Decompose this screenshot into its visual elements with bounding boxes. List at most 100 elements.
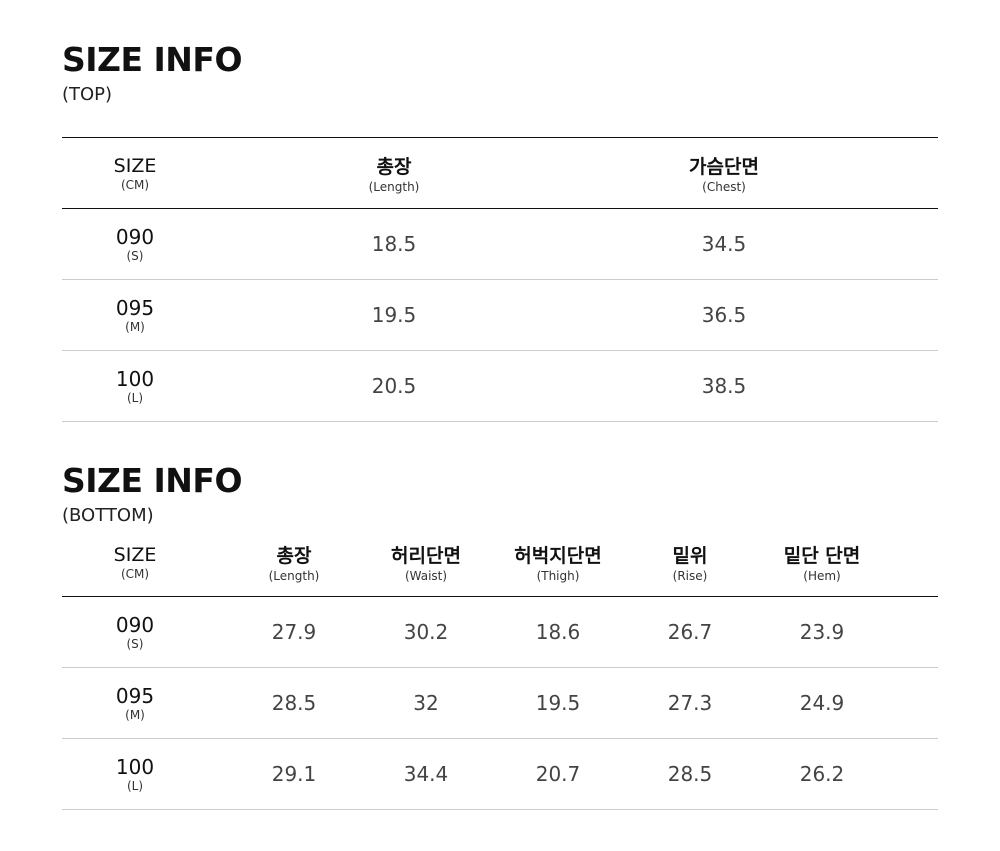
table-row: 100 (L) 20.5 38.5: [62, 351, 938, 422]
value-cell: 34.4: [346, 739, 506, 809]
table-row: 100 (L) 29.1 34.4 20.7 28.5 26.2: [62, 739, 938, 810]
header-sublabel: (CM): [120, 177, 150, 192]
size-code: (S): [126, 636, 144, 651]
header-cell: 총장 (Length): [314, 138, 474, 208]
measurement-value: 23.9: [799, 620, 845, 644]
measurement-value: 26.7: [667, 620, 713, 644]
value-cell: 20.7: [478, 739, 638, 809]
value-cell: 26.7: [610, 597, 770, 667]
header-label: 총장: [376, 156, 412, 178]
measurement-value: 38.5: [701, 374, 747, 398]
size-cell: 100 (L): [55, 351, 215, 421]
header-sublabel: (Length): [368, 180, 420, 194]
measurement-value: 30.2: [403, 620, 449, 644]
measurement-value: 32: [413, 691, 439, 715]
measurement-value: 20.5: [371, 374, 417, 398]
measurement-value: 24.9: [799, 691, 845, 715]
header-label: 허벅지단면: [514, 545, 602, 567]
measurement-value: 18.6: [535, 620, 581, 644]
measurement-value: 27.3: [667, 691, 713, 715]
size-code: (M): [125, 707, 145, 722]
size-cell: 095 (M): [55, 668, 215, 738]
measurement-value: 28.5: [667, 762, 713, 786]
measurement-value: 29.1: [271, 762, 317, 786]
value-cell: 36.5: [644, 280, 804, 350]
measurement-value: 26.2: [799, 762, 845, 786]
value-cell: 32: [346, 668, 506, 738]
value-cell: 19.5: [314, 280, 474, 350]
header-label: SIZE: [113, 543, 157, 566]
measurement-value: 27.9: [271, 620, 317, 644]
table-row: 095 (M) 19.5 36.5: [62, 280, 938, 351]
header-sublabel: (Rise): [672, 569, 708, 583]
size-code: (S): [126, 248, 144, 263]
measurement-value: 20.7: [535, 762, 581, 786]
value-cell: 34.5: [644, 209, 804, 279]
value-cell: 19.5: [478, 668, 638, 738]
measurement-value: 19.5: [535, 691, 581, 715]
value-cell: 29.1: [214, 739, 374, 809]
header-sublabel: (Waist): [404, 569, 448, 583]
size-label: 095: [115, 295, 155, 320]
bottom-subtitle: (BOTTOM): [62, 505, 154, 526]
value-cell: 18.6: [478, 597, 638, 667]
header-label: 밑단 단면: [783, 545, 861, 567]
size-label: 090: [115, 224, 155, 249]
table-header-row: SIZE (CM) 총장 (Length) 허리단면 (Waist) 허벅지단면 (Thigh…: [62, 528, 938, 597]
value-cell: 23.9: [742, 597, 902, 667]
measurement-value: 19.5: [371, 303, 417, 327]
table-row: 090 (S) 18.5 34.5: [62, 209, 938, 280]
bottom-title: SIZE INFO: [62, 461, 243, 500]
value-cell: 18.5: [314, 209, 474, 279]
header-cell: SIZE (CM): [55, 138, 215, 208]
value-cell: 27.3: [610, 668, 770, 738]
header-label: SIZE: [113, 154, 157, 177]
header-label: 가슴단면: [689, 156, 759, 178]
header-label: 밑위: [672, 545, 708, 567]
measurement-value: 36.5: [701, 303, 747, 327]
value-cell: 30.2: [346, 597, 506, 667]
value-cell: 38.5: [644, 351, 804, 421]
size-code: (L): [126, 390, 144, 405]
header-cell: SIZE (CM): [55, 528, 215, 596]
header-sublabel: (Hem): [803, 569, 841, 583]
measurement-value: 34.4: [403, 762, 449, 786]
size-label: 100: [115, 754, 155, 779]
value-cell: 27.9: [214, 597, 374, 667]
table-header-row: SIZE (CM) 총장 (Length) 가슴단면 (Chest): [62, 138, 938, 209]
size-cell: 100 (L): [55, 739, 215, 809]
value-cell: 28.5: [214, 668, 374, 738]
value-cell: 20.5: [314, 351, 474, 421]
header-cell: 밑단 단면 (Hem): [742, 528, 902, 596]
header-cell: 밑위 (Rise): [610, 528, 770, 596]
top-title: SIZE INFO: [62, 40, 243, 79]
header-sublabel: (Length): [268, 569, 320, 583]
value-cell: 24.9: [742, 668, 902, 738]
header-label: 허리단면: [391, 545, 461, 567]
table-row: 095 (M) 28.5 32 19.5 27.3 24.9: [62, 668, 938, 739]
size-code: (L): [126, 778, 144, 793]
header-cell: 총장 (Length): [214, 528, 374, 596]
value-cell: 28.5: [610, 739, 770, 809]
size-cell: 095 (M): [55, 280, 215, 350]
header-sublabel: (Thigh): [536, 569, 580, 583]
bottom-size-table: SIZE (CM) 총장 (Length) 허리단면 (Waist) 허벅지단면 (Thigh…: [62, 528, 938, 810]
measurement-value: 34.5: [701, 232, 747, 256]
table-row: 090 (S) 27.9 30.2 18.6 26.7 23.9: [62, 597, 938, 668]
header-cell: 허벅지단면 (Thigh): [478, 528, 638, 596]
header-cell: 가슴단면 (Chest): [644, 138, 804, 208]
top-subtitle: (TOP): [62, 84, 113, 105]
size-cell: 090 (S): [55, 209, 215, 279]
size-label: 100: [115, 366, 155, 391]
header-sublabel: (CM): [120, 566, 150, 581]
measurement-value: 18.5: [371, 232, 417, 256]
size-label: 095: [115, 683, 155, 708]
value-cell: 26.2: [742, 739, 902, 809]
header-label: 총장: [276, 545, 312, 567]
measurement-value: 28.5: [271, 691, 317, 715]
top-size-table: SIZE (CM) 총장 (Length) 가슴단면 (Chest) 090 (S) 18.5 3…: [62, 137, 938, 422]
header-sublabel: (Chest): [702, 180, 746, 194]
header-cell: 허리단면 (Waist): [346, 528, 506, 596]
size-code: (M): [125, 319, 145, 334]
size-label: 090: [115, 612, 155, 637]
